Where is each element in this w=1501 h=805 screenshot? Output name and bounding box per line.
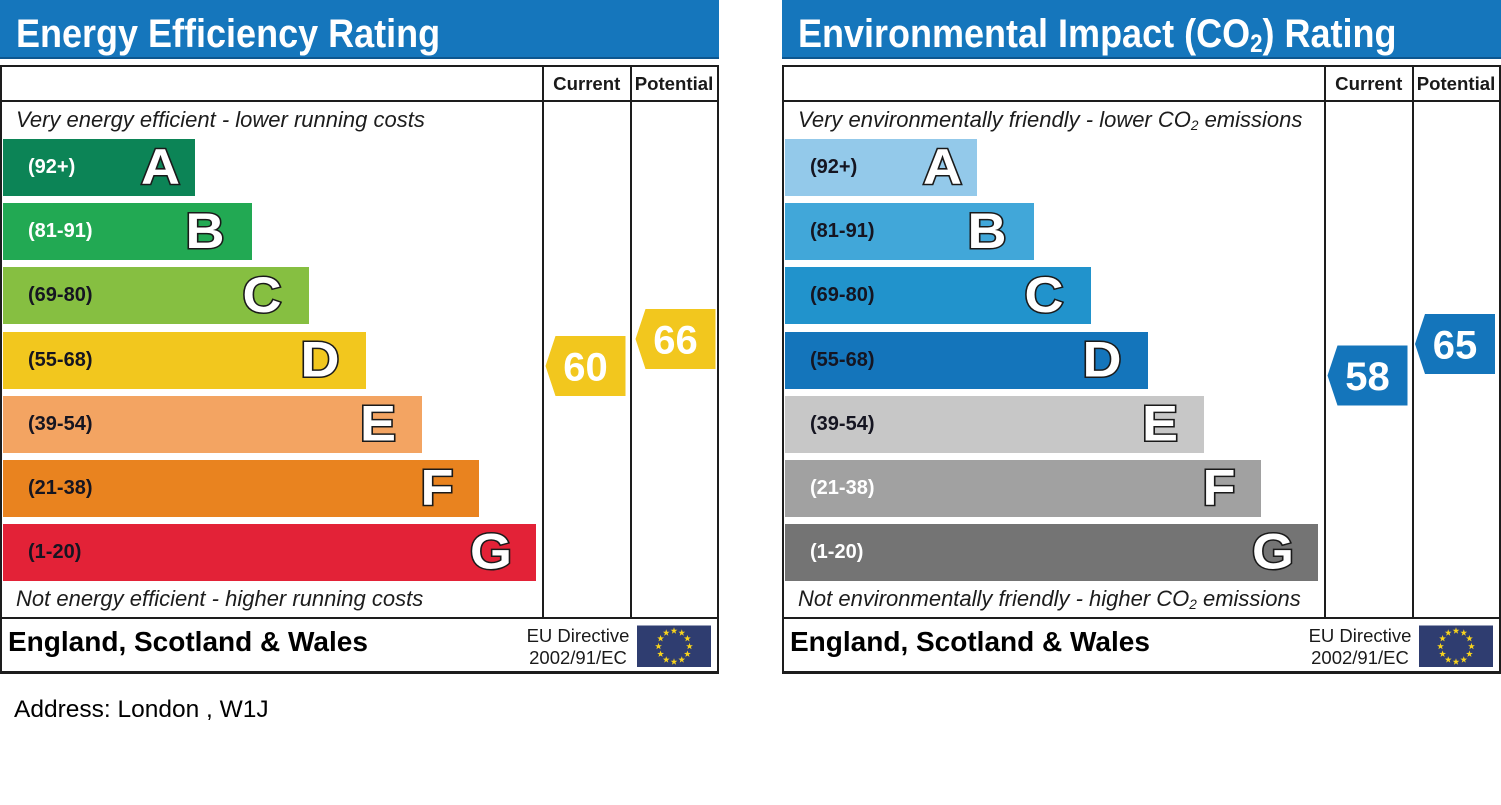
svg-text:B: B bbox=[968, 204, 1007, 260]
svg-text:F: F bbox=[1203, 460, 1236, 516]
svg-text:G: G bbox=[470, 524, 512, 580]
svg-text:58: 58 bbox=[1345, 355, 1390, 399]
svg-text:F: F bbox=[421, 460, 454, 516]
svg-text:65: 65 bbox=[1433, 324, 1478, 368]
svg-text:A: A bbox=[141, 140, 180, 196]
svg-text:60: 60 bbox=[563, 346, 608, 390]
svg-text:C: C bbox=[243, 268, 282, 324]
svg-text:E: E bbox=[360, 396, 396, 452]
svg-text:E: E bbox=[1142, 396, 1178, 452]
svg-text:G: G bbox=[1252, 524, 1294, 580]
svg-text:D: D bbox=[301, 332, 340, 388]
svg-text:B: B bbox=[186, 204, 225, 260]
svg-text:A: A bbox=[923, 140, 962, 196]
svg-text:C: C bbox=[1025, 268, 1064, 324]
svg-text:66: 66 bbox=[653, 319, 698, 363]
svg-text:D: D bbox=[1083, 332, 1122, 388]
